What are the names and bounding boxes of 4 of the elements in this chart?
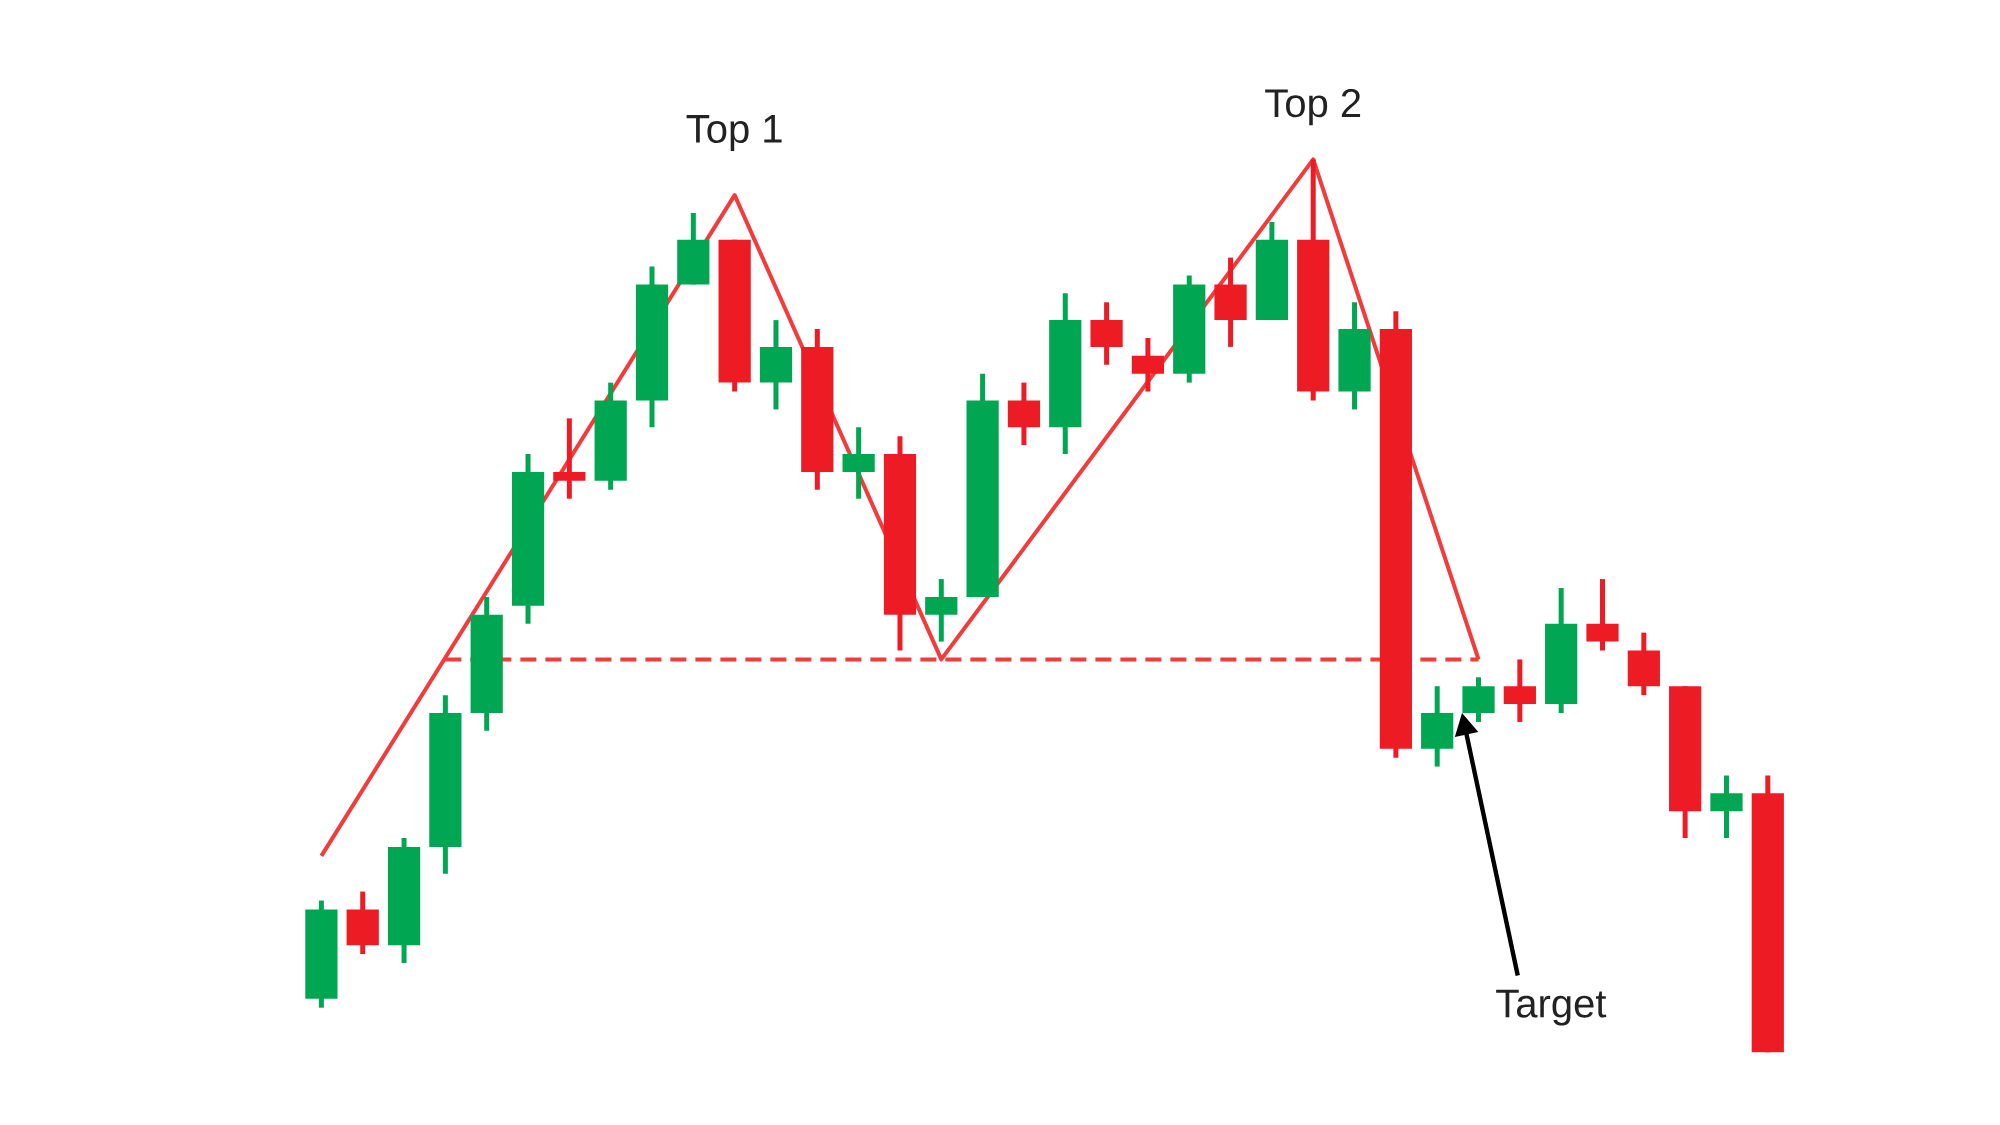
text: Top 2 bbox=[1265, 88, 1361, 126]
annotation: Target bbox=[1496, 989, 1607, 1026]
candlestick bbox=[553, 418, 586, 499]
text: Top 1 bbox=[686, 115, 782, 151]
